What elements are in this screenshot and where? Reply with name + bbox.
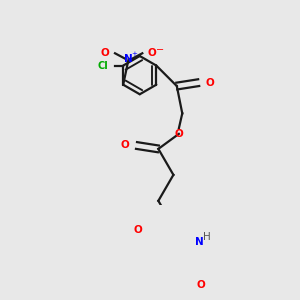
Text: Cl: Cl [98,61,108,70]
Text: +: + [131,51,137,57]
Text: −: − [156,45,164,55]
Text: O: O [101,48,110,58]
Text: O: O [206,78,214,88]
Text: O: O [175,129,183,139]
Text: O: O [148,48,157,58]
Text: N: N [195,238,203,248]
Text: O: O [121,140,130,151]
Text: N: N [124,54,133,64]
Text: O: O [134,225,143,235]
Text: H: H [203,232,211,242]
Text: O: O [196,280,205,290]
